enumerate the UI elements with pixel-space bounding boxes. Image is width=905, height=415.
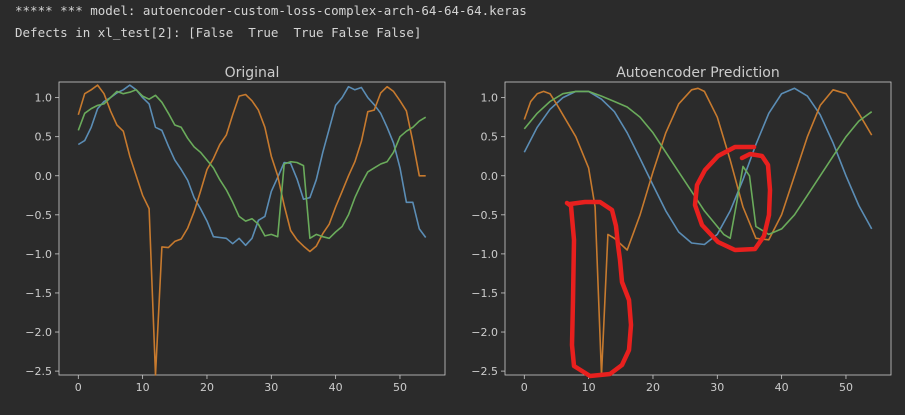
series-line-green xyxy=(77,89,427,240)
y-tick-label: −2.0 xyxy=(471,326,498,339)
x-tick-label: 0 xyxy=(75,381,82,394)
annotation-circle-right xyxy=(692,144,773,253)
series-line-green xyxy=(523,90,873,240)
series-line-blue xyxy=(77,84,427,247)
axes-frame xyxy=(58,81,446,376)
y-tick-label: 0.5 xyxy=(481,131,499,144)
x-tick-label: 20 xyxy=(200,381,214,394)
x-tick-label: 10 xyxy=(582,381,596,394)
chart-title: Original xyxy=(225,65,280,81)
y-tick-label: −0.5 xyxy=(471,209,498,222)
axes-frame xyxy=(504,81,892,376)
x-tick-label: 20 xyxy=(646,381,660,394)
x-tick-label: 40 xyxy=(775,381,789,394)
model-log-line: ***** *** model: autoencoder-custom-loss… xyxy=(15,3,527,18)
y-tick-label: −0.5 xyxy=(25,209,52,222)
x-tick-label: 10 xyxy=(136,381,150,394)
series-line-orange xyxy=(523,87,873,376)
red-annotations xyxy=(564,144,773,379)
prediction-chart: Autoencoder Prediction 1.0 0.5 0.0 −0.5 −1.0 −… xyxy=(471,65,892,394)
x-tick-label: 40 xyxy=(329,381,343,394)
y-tick-label: −1.0 xyxy=(25,248,52,261)
x-tick-label: 50 xyxy=(839,381,853,394)
series-line-blue xyxy=(523,87,873,246)
chart-title: Autoencoder Prediction xyxy=(616,65,780,81)
defects-log-line: Defects in xl_test[2]: [False True True … xyxy=(15,25,422,40)
y-tick-label: 0.0 xyxy=(481,170,499,183)
annotation-circle-left xyxy=(564,199,634,379)
y-tick-label: 1.0 xyxy=(481,92,499,105)
y-tick-label: −1.0 xyxy=(471,248,498,261)
y-tick-label: 0.0 xyxy=(35,170,53,183)
y-tick-label: −1.5 xyxy=(25,287,52,300)
y-tick-label: −2.5 xyxy=(471,365,498,378)
x-tick-label: 0 xyxy=(521,381,528,394)
y-tick-label: −1.5 xyxy=(471,287,498,300)
x-tick-label: 50 xyxy=(393,381,407,394)
y-tick-label: −2.5 xyxy=(25,365,52,378)
x-tick-label: 30 xyxy=(264,381,278,394)
series-line-orange xyxy=(77,84,426,376)
y-tick-label: −2.0 xyxy=(25,326,52,339)
y-tick-label: 0.5 xyxy=(35,131,53,144)
y-tick-label: 1.0 xyxy=(35,92,53,105)
original-chart: Original 1.0 0.5 0.0 −0.5 −1.0 −1.5 −2.0 −2.5 0 10… xyxy=(25,65,446,394)
x-tick-label: 30 xyxy=(710,381,724,394)
